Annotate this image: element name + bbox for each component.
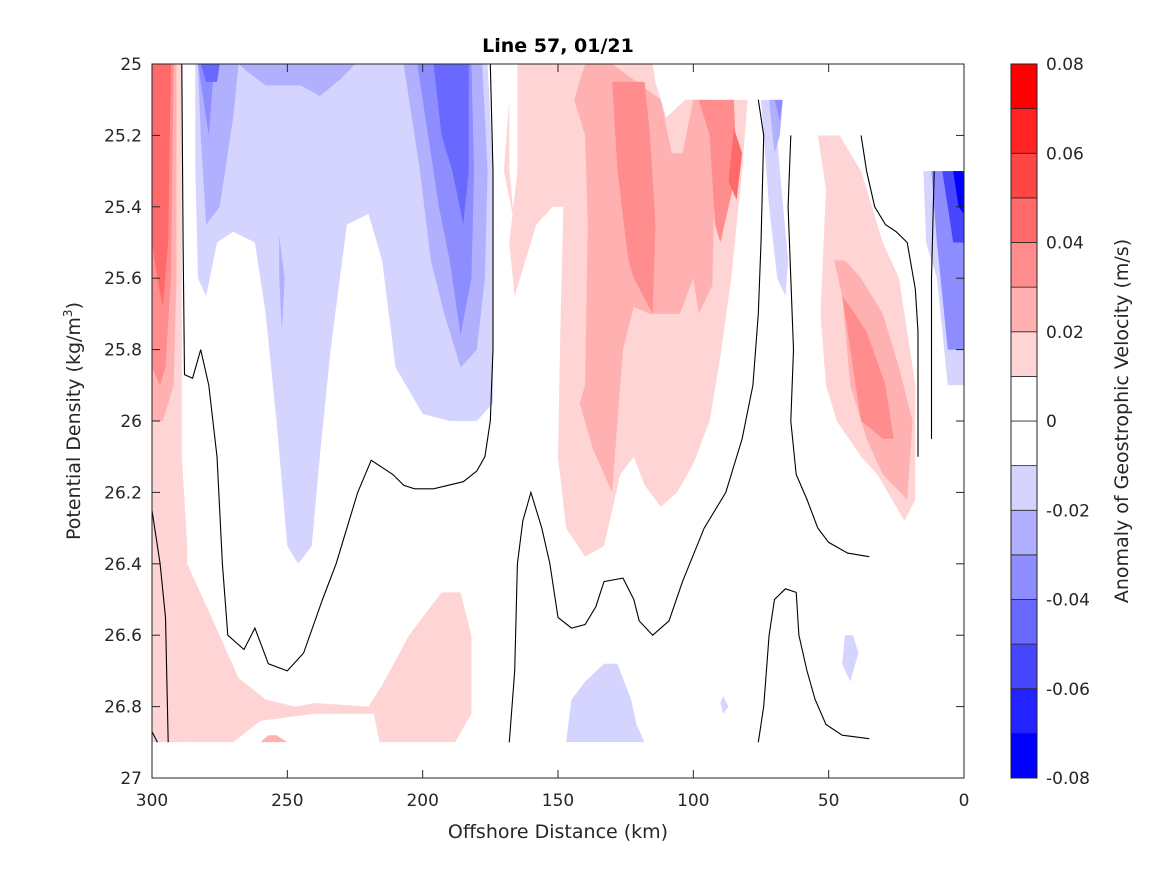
y-tick-label: 26.8 xyxy=(104,698,142,718)
zero-contour-line-2 xyxy=(152,731,158,743)
colorbar-tick-label: 0 xyxy=(1046,412,1057,432)
colorbar-tick-label: -0.06 xyxy=(1046,680,1090,700)
contour-region-nearshore-neg-4 xyxy=(953,171,964,214)
colorbar-band xyxy=(1010,152,1038,199)
zero-contour-line-1 xyxy=(152,510,169,743)
colorbar-band xyxy=(1010,63,1038,110)
y-tick-label: 25.8 xyxy=(104,341,142,361)
y-axis-label: Potential Density (kg/m3) xyxy=(61,302,85,540)
colorbar-tick-label: -0.02 xyxy=(1046,501,1090,521)
contour-region-coast-pos-3 xyxy=(842,296,894,439)
x-tick-label: 300 xyxy=(136,791,168,811)
colorbar-tick-label: 0.06 xyxy=(1046,144,1084,164)
x-tick-label: 250 xyxy=(271,791,303,811)
contour-region-coast-neg-3 xyxy=(774,99,783,122)
y-tick-label: 26 xyxy=(120,412,142,432)
contour-region-deep-neg-3 xyxy=(720,695,729,714)
x-tick-label: 100 xyxy=(677,791,709,811)
zero-contour-line-0 xyxy=(181,64,494,672)
colorbar: 0.08 0.06 0.04 0.02 0 -0.02 -0.04 -0.06 -0.08 An… xyxy=(1010,55,1133,789)
colorbar-band xyxy=(1010,465,1038,511)
colorbar-band xyxy=(1010,643,1038,690)
y-tick-label: 26.4 xyxy=(104,555,142,575)
colorbar-tick-label: 0.04 xyxy=(1046,234,1084,254)
y-axis-label-close: ) xyxy=(63,302,85,309)
contour-region-blue-west-1 xyxy=(195,64,494,564)
contour-region-deep-neg-2 xyxy=(842,635,859,682)
zero-contour-line-4 xyxy=(787,135,870,558)
contour-region-blue-west-2b xyxy=(238,64,355,97)
contour-region-blue-west-2c xyxy=(279,235,285,332)
colorbar-frame xyxy=(1010,63,1038,779)
y-tick-label: 25.4 xyxy=(104,198,142,218)
colorbar-band xyxy=(1010,732,1038,779)
contour-region-center-pos-4 xyxy=(728,128,743,200)
colorbar-band xyxy=(1010,375,1038,422)
zero-contour-line-5 xyxy=(860,135,919,457)
colorbar-band xyxy=(1010,331,1038,377)
contour-region-bottom-left-pos xyxy=(187,563,472,743)
chart-title: Line 57, 01/21 xyxy=(482,35,634,57)
y-tick-label: 26.6 xyxy=(104,626,142,646)
colorbar-band xyxy=(1010,286,1038,333)
x-axis-label: Offshore Distance (km) xyxy=(448,821,668,843)
zero-contour-line-7 xyxy=(757,588,870,743)
zero-contour-line-3 xyxy=(508,99,765,743)
y-axis-label-sup: 3 xyxy=(61,309,75,317)
y-tick-label: 27 xyxy=(120,769,142,789)
colorbar-band xyxy=(1010,108,1038,154)
contour-region-center-pos-3 xyxy=(612,81,656,314)
contour-region-deep-neg-1 xyxy=(566,663,645,743)
colorbar-label: Anomaly of Geostrophic Velocity (m/s) xyxy=(1111,239,1133,603)
contour-region-center-pos-1 xyxy=(503,99,515,225)
nan-region-top-right-blank xyxy=(696,64,964,136)
zero-contour-lines xyxy=(152,64,935,743)
colorbar-band xyxy=(1010,688,1038,734)
contour-fills xyxy=(152,64,964,743)
colorbar-band xyxy=(1010,554,1038,600)
x-tick-label: 0 xyxy=(959,791,970,811)
colorbar-tick-label: -0.08 xyxy=(1046,769,1090,789)
plot-area: 300 250 200 150 100 50 0 2525.225.425.625.8262… xyxy=(104,55,969,811)
missing-data-regions xyxy=(152,64,964,778)
contour-region-bottom-left-pos-small xyxy=(260,735,288,743)
colorbar-band xyxy=(1010,242,1038,288)
colorbar-tick-label: -0.04 xyxy=(1046,591,1090,611)
y-axis-label-main: Potential Density (kg/m xyxy=(63,317,85,540)
colorbar-band xyxy=(1010,599,1038,645)
contour-region-west-pos-strip-4 xyxy=(152,64,171,307)
colorbar-ticks: 0.08 0.06 0.04 0.02 0 -0.02 -0.04 -0.06 -0.08 xyxy=(1046,55,1090,789)
colorbar-tick-label: 0.02 xyxy=(1046,323,1084,343)
contour-region-blue-west-4 xyxy=(200,64,220,82)
y-tick-label: 25.2 xyxy=(104,126,142,146)
x-tick-label: 200 xyxy=(406,791,438,811)
y-tick-label: 25 xyxy=(120,55,142,75)
y-tick-label: 26.2 xyxy=(104,483,142,503)
contour-region-blue-mid-4 xyxy=(433,64,469,225)
x-tick-label: 150 xyxy=(542,791,574,811)
colorbar-band xyxy=(1010,509,1038,556)
contour-region-center-pos-3b xyxy=(698,99,737,243)
y-tick-label: 25.6 xyxy=(104,269,142,289)
colorbar-band xyxy=(1010,197,1038,243)
colorbar-bands xyxy=(1010,63,1038,779)
colorbar-band xyxy=(1010,420,1038,467)
colorbar-tick-label: 0.08 xyxy=(1046,55,1084,75)
y-axis: 25 25.2 25.4 25.6 25.8 26 26.2 26.4 26.6 26.8 27 xyxy=(104,55,964,789)
nan-region-bottom-blank xyxy=(152,742,964,778)
zero-contour-line-6 xyxy=(930,171,935,439)
x-axis: 300 250 200 150 100 50 0 xyxy=(136,64,970,811)
x-tick-label: 50 xyxy=(818,791,840,811)
contour-region-coast-neg-1 xyxy=(761,99,789,296)
